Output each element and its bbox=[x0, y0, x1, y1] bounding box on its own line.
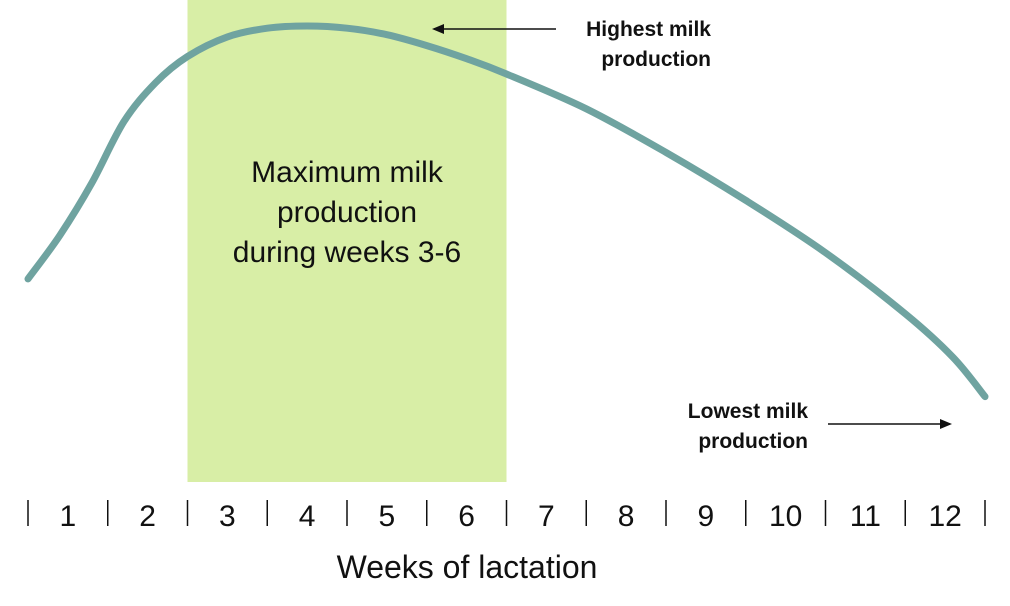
lowest-note-line: production bbox=[698, 430, 808, 453]
highest-note-line: production bbox=[601, 48, 711, 71]
x-tick-label: 7 bbox=[538, 500, 555, 533]
lowest-note-line: Lowest milk bbox=[688, 400, 809, 423]
x-tick-label: 9 bbox=[698, 500, 715, 533]
x-tick-label: 10 bbox=[769, 500, 802, 533]
x-axis-title: Weeks of lactation bbox=[337, 549, 598, 585]
x-tick-label: 4 bbox=[299, 500, 316, 533]
x-tick-label: 5 bbox=[379, 500, 396, 533]
x-axis: 1 2 3 4 5 6 7 8 9 10 11 12 bbox=[27, 500, 986, 533]
highest-production-note: Highest milk production bbox=[432, 18, 711, 71]
x-tick-label: 2 bbox=[139, 500, 156, 533]
x-tick-label: 3 bbox=[219, 500, 236, 533]
lowest-production-note: Lowest milk production bbox=[688, 400, 952, 453]
band-label-line: production bbox=[277, 196, 417, 229]
x-tick-label: 1 bbox=[60, 500, 77, 533]
x-tick-label: 8 bbox=[618, 500, 635, 533]
band-label-line: Maximum milk bbox=[251, 156, 444, 189]
peak-weeks-band bbox=[187, 0, 507, 482]
band-label-line: during weeks 3-6 bbox=[233, 236, 461, 269]
highest-note-line: Highest milk bbox=[586, 18, 711, 41]
x-tick-label: 6 bbox=[458, 500, 475, 533]
x-tick-label: 12 bbox=[928, 500, 961, 533]
x-tick-label: 11 bbox=[850, 500, 881, 533]
peak-weeks-label: Maximum milk production during weeks 3-6 bbox=[233, 156, 461, 269]
milk-production-curve bbox=[24, 22, 989, 401]
